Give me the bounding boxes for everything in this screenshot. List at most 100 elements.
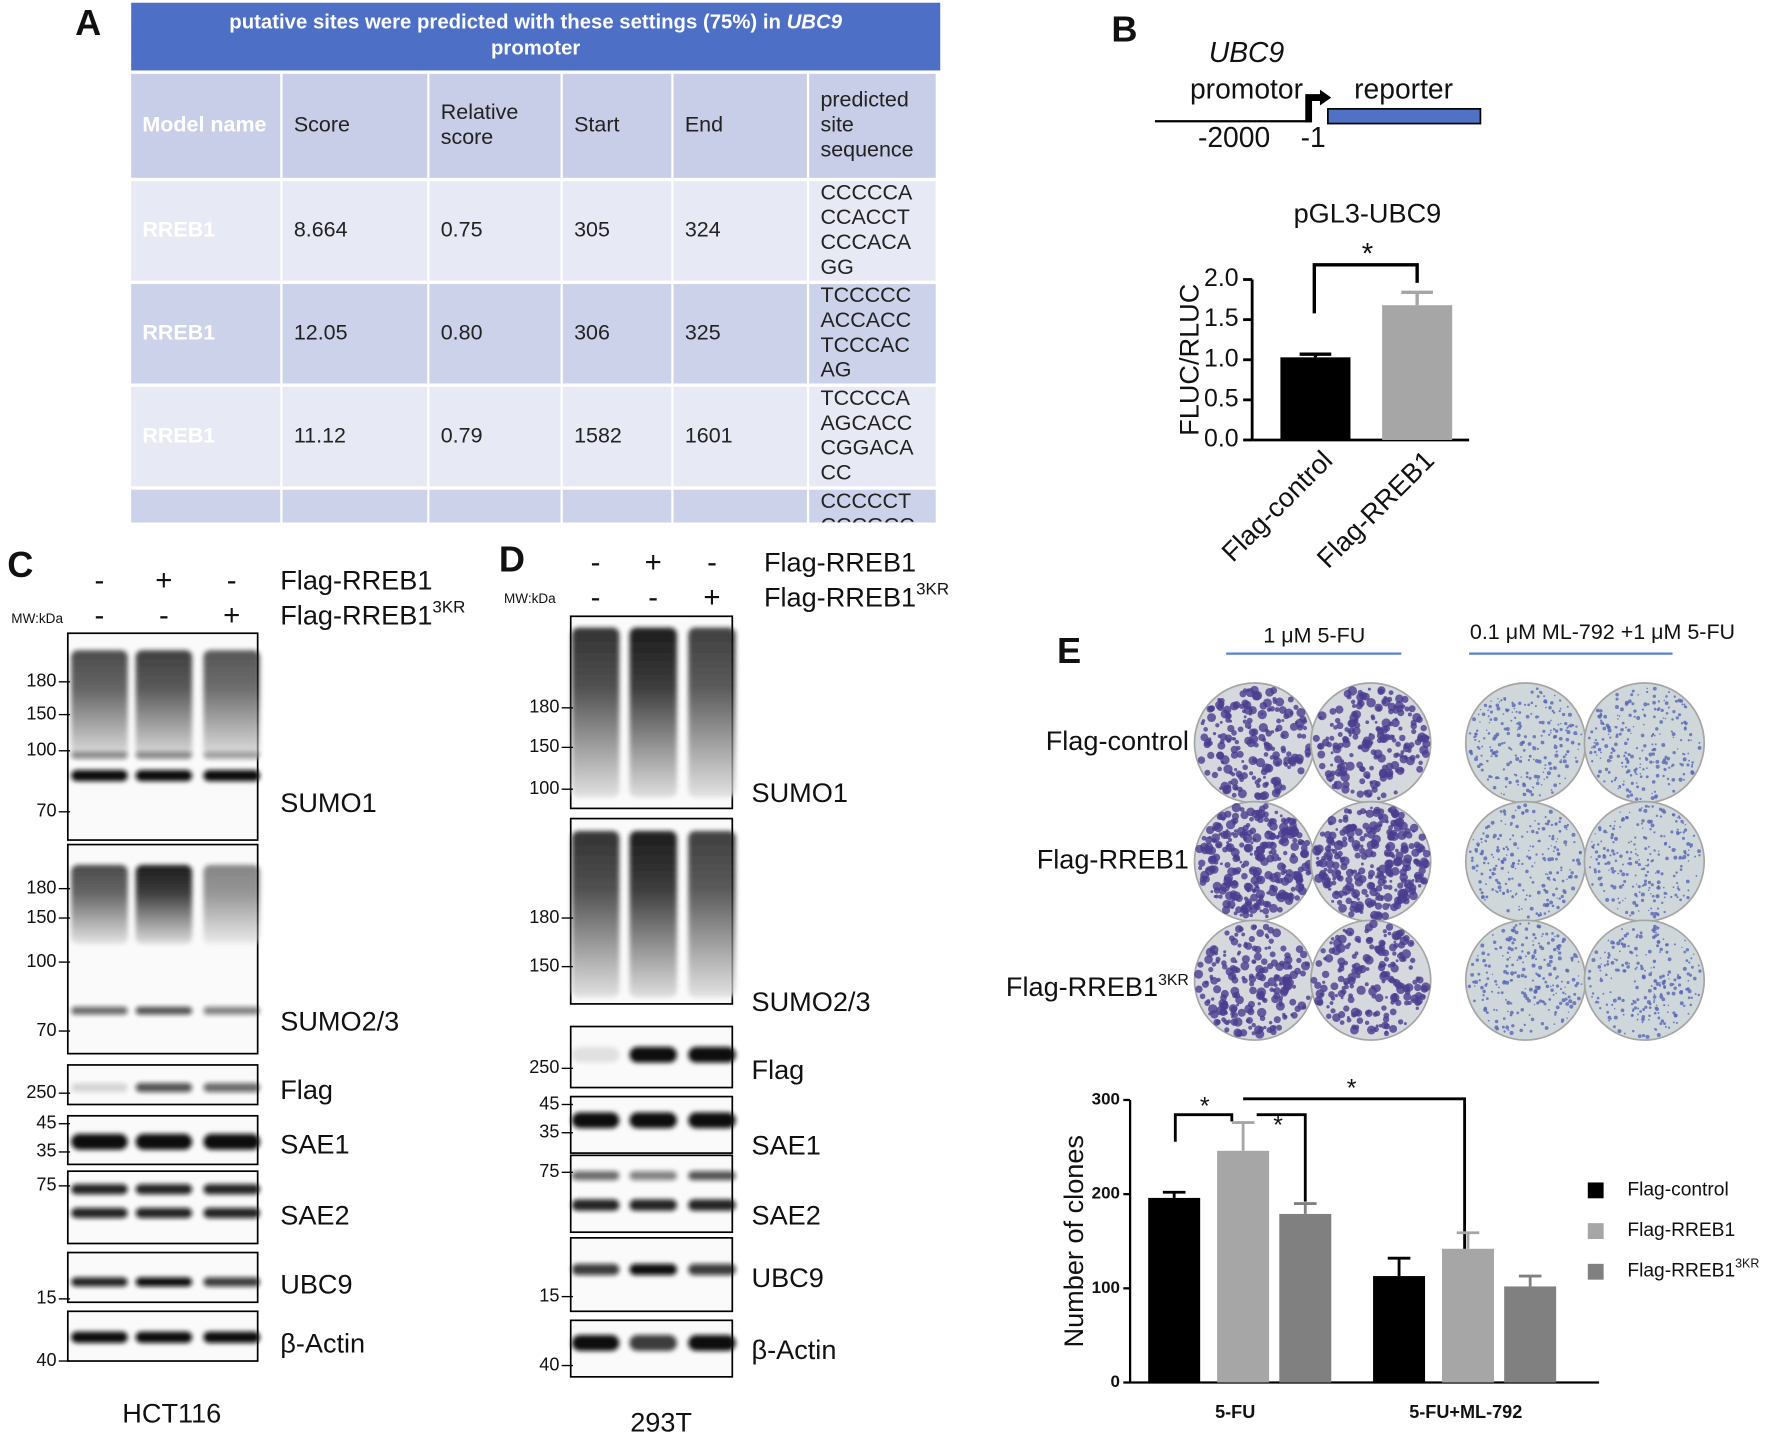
- colony: [1555, 840, 1558, 843]
- colony: [1360, 852, 1368, 860]
- y-tick-label: 1.0: [1204, 344, 1239, 372]
- colony: [1619, 811, 1621, 813]
- colony: [1415, 1006, 1419, 1010]
- colony: [1559, 727, 1563, 732]
- colony: [1590, 730, 1594, 734]
- colony: [1648, 972, 1652, 977]
- colony: [1597, 870, 1601, 873]
- colony: [1652, 959, 1657, 964]
- colony: [1520, 943, 1525, 947]
- colony: [1485, 841, 1487, 843]
- header-cell: Score: [282, 73, 428, 178]
- colony: [1348, 911, 1355, 918]
- colony: [1471, 856, 1474, 860]
- colony: [1551, 709, 1555, 713]
- colony: [1565, 729, 1568, 732]
- colony: [1511, 814, 1516, 819]
- colony: [1549, 900, 1554, 905]
- colony: [1356, 790, 1364, 798]
- mw-value: 180: [26, 877, 56, 897]
- colony: [1494, 1019, 1499, 1024]
- colony: [1641, 1033, 1646, 1038]
- colony: [1375, 948, 1381, 953]
- colony: [1371, 786, 1378, 793]
- colony: [1262, 775, 1266, 779]
- colony: [1606, 960, 1609, 963]
- colony: [1610, 751, 1613, 755]
- colony: [1649, 852, 1652, 856]
- colony: [1623, 741, 1628, 746]
- colony: [1349, 752, 1354, 758]
- colony: [1637, 1007, 1640, 1010]
- colony: [1551, 834, 1555, 838]
- colony: [1681, 856, 1685, 860]
- colony: [1655, 981, 1660, 986]
- colony: [1652, 715, 1656, 719]
- colony: [1500, 991, 1504, 995]
- colony: [1638, 858, 1640, 861]
- colony: [1468, 732, 1472, 735]
- colony: [1577, 861, 1582, 866]
- mw-value: 45: [36, 1112, 56, 1132]
- band: [135, 769, 193, 782]
- colony: [1521, 862, 1524, 866]
- colony: [1653, 924, 1657, 929]
- colony: [1256, 972, 1260, 977]
- colony: [1620, 707, 1624, 712]
- colony: [1611, 869, 1616, 874]
- blot-label: SAE1: [752, 1130, 821, 1161]
- band: [203, 1133, 260, 1150]
- colony: [1594, 833, 1596, 835]
- colony: [1549, 731, 1552, 734]
- colony: [1559, 707, 1562, 710]
- colony: [1246, 1017, 1254, 1024]
- colony: [1503, 812, 1507, 816]
- colony: [1614, 1008, 1616, 1010]
- colony: [1513, 707, 1516, 710]
- colony: [1621, 872, 1626, 877]
- colony: [1663, 896, 1666, 899]
- colony: [1370, 864, 1374, 869]
- colony: [1646, 767, 1648, 770]
- table-row: RREB19.3020.7617431762CCCCCTCCCGCCCACGCA…: [131, 489, 936, 523]
- colony: [1494, 776, 1498, 780]
- colony: [1365, 720, 1370, 725]
- colony: [1623, 754, 1626, 758]
- mw-value: 75: [539, 1161, 559, 1181]
- colony: [1235, 894, 1243, 902]
- colony: [1495, 864, 1498, 868]
- colony: [1643, 882, 1647, 886]
- table-row: RREB1 12.05 0.80 306 325 TCCCCCACCACCTCCCACAG: [131, 284, 936, 384]
- mw-value: 100: [26, 951, 56, 971]
- colony: [1622, 899, 1624, 902]
- colony: [1641, 787, 1646, 791]
- colony: [1522, 783, 1527, 788]
- colony: [1655, 814, 1659, 817]
- colony: [1233, 767, 1238, 772]
- colony: [1515, 757, 1520, 761]
- colony: [1273, 974, 1281, 982]
- colony: [1528, 856, 1532, 859]
- colony: [1412, 979, 1418, 985]
- plate: [1464, 800, 1587, 923]
- colony: [1508, 746, 1511, 750]
- colony: [1690, 765, 1694, 768]
- colony: [1535, 687, 1539, 691]
- colony: [1658, 984, 1662, 987]
- colony: [1223, 705, 1232, 714]
- mw-value: 150: [26, 907, 56, 927]
- colony: [1624, 751, 1627, 755]
- colony: [1414, 983, 1422, 992]
- colony: [1526, 951, 1531, 955]
- colony: [1636, 961, 1640, 965]
- colony: [1553, 734, 1558, 739]
- colony: [1594, 727, 1598, 730]
- colony: [1420, 724, 1427, 732]
- colony: [1533, 774, 1538, 779]
- colony: [1469, 850, 1472, 853]
- colony: [1249, 986, 1257, 995]
- colony: [1531, 956, 1535, 960]
- colony: [1632, 928, 1635, 931]
- colony: [1478, 979, 1481, 982]
- colony: [1549, 729, 1552, 732]
